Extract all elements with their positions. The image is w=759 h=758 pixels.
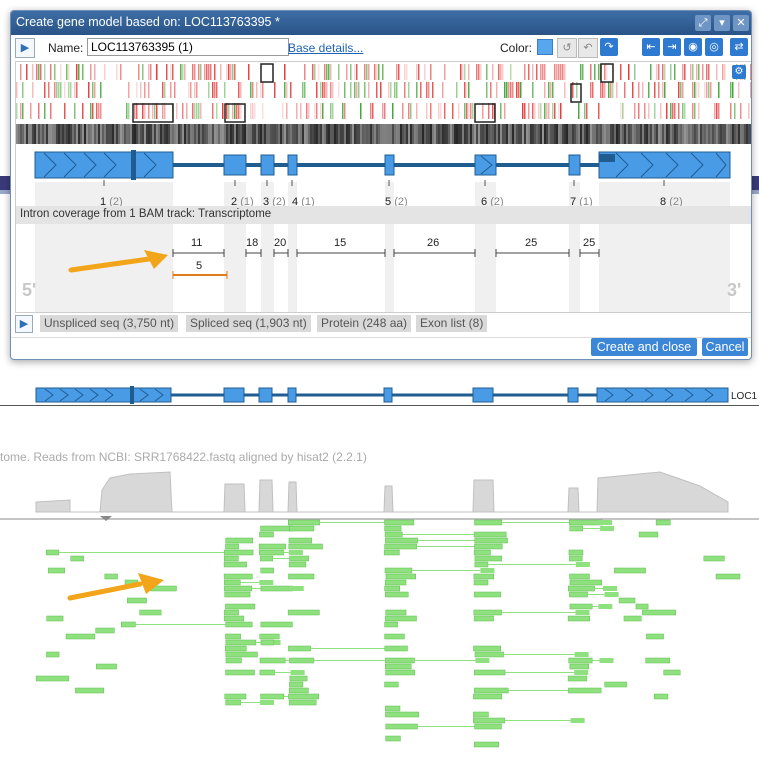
exon-label-2: 2 (1) — [231, 196, 254, 208]
dialog-title: Create gene model based on: LOC113763395… — [16, 15, 280, 29]
gear-icon[interactable]: ⚙ — [732, 65, 746, 79]
intron-track-label: Intron coverage from 1 BAM track: Transc… — [20, 208, 272, 220]
intron-count-5: 26 — [427, 237, 440, 249]
dialog-titlebar[interactable]: Create gene model based on: LOC113763395… — [11, 11, 751, 35]
cancel-button[interactable]: Cancel — [702, 338, 748, 356]
expand-icon[interactable]: ⇥ — [663, 38, 681, 56]
expand-panel-button[interactable]: ▶ — [15, 38, 35, 58]
base-details-link[interactable]: Base details... — [288, 41, 364, 55]
menu-down-icon[interactable]: ▾ — [714, 15, 730, 31]
close-icon[interactable]: ✕ — [733, 15, 749, 31]
intron-count-3: 20 — [274, 237, 287, 249]
create-and-close-button[interactable]: Create and close — [591, 338, 697, 356]
exon-label-5: 5 (2) — [385, 196, 408, 208]
variant-heatmap — [16, 63, 751, 144]
annotation-arrow-bottom — [67, 581, 143, 601]
redo-icon[interactable]: ↷ — [600, 38, 618, 56]
swap-icon[interactable]: ⇄ — [730, 38, 748, 56]
maximize-icon[interactable]: ⤢ — [695, 15, 711, 31]
exon-label-6: 6 (2) — [481, 196, 504, 208]
tab-spliced-seq[interactable]: Spliced seq (1,903 nt) — [186, 315, 311, 332]
intron-count-1: 11 — [191, 237, 203, 249]
intron-count-2: 18 — [246, 237, 259, 249]
exon-label-3: 3 (2) — [263, 196, 286, 208]
exon-1-block — [34, 151, 174, 179]
exon-label-1: 1 (2) — [100, 196, 123, 208]
eye-download-icon[interactable]: ◎ — [705, 38, 723, 56]
background-divider — [0, 405, 759, 406]
undo-all-icon[interactable]: ↺ — [557, 38, 577, 58]
intron-track-header: Intron coverage from 1 BAM track: Transc… — [16, 206, 751, 224]
sequence-tabs: ▶ Unspliced seq (3,750 nt) Spliced seq (… — [11, 315, 751, 333]
exon-8-block — [598, 151, 731, 179]
exon-4-block — [287, 154, 298, 176]
exon-7-block — [568, 154, 581, 176]
background-coverage-track — [0, 471, 759, 521]
background-reads-track — [35, 519, 741, 748]
five-prime-label: 5' — [22, 280, 37, 300]
three-prime-label: 3' — [727, 280, 742, 300]
intron-count-7: 25 — [583, 237, 596, 249]
intron-count-4: 15 — [334, 237, 347, 249]
name-input[interactable] — [87, 38, 289, 56]
tab-exon-list[interactable]: Exon list (8) — [416, 315, 488, 332]
tab-unspliced-seq[interactable]: Unspliced seq (3,750 nt) — [40, 315, 179, 332]
tab-protein[interactable]: Protein (248 aa) — [317, 315, 412, 332]
exon-label-8: 8 (2) — [660, 196, 683, 208]
name-label: Name: — [48, 41, 84, 55]
color-picker[interactable] — [537, 39, 553, 55]
exon-6-block — [474, 154, 497, 176]
exon-label-7: 7 (1) — [570, 196, 593, 208]
footer-divider — [11, 337, 751, 338]
alt-intron-count: 5 — [196, 260, 203, 272]
exon-3-block — [260, 154, 275, 176]
undo-icon[interactable]: ↶ — [578, 38, 598, 58]
tabs-expand-button[interactable]: ▶ — [15, 315, 33, 333]
intron-count-6: 25 — [525, 237, 538, 249]
background-track-label: tome. Reads from NCBI: SRR1768422.fastq … — [0, 450, 367, 464]
gene-model-viewer: 1 (2) 2 (1) 3 (2) 4 (1) 5 (2) 6 (2) 7 (1… — [15, 61, 751, 313]
background-gene-label: LOC1 — [731, 391, 758, 402]
dialog-toolbar: ▶ Name: Base details... Color: ↺ ↶ ↷ ⇤ ⇥… — [11, 35, 751, 61]
gene-model-dialog: Create gene model based on: LOC113763395… — [10, 10, 752, 360]
exon-2-block — [223, 154, 247, 176]
exon-5-block — [384, 154, 395, 176]
annotation-arrow-top — [68, 255, 159, 273]
background-gene-track: LOC1 — [35, 386, 758, 404]
color-label: Color: — [500, 41, 533, 55]
exon-label-4: 4 (1) — [292, 196, 315, 208]
eye-add-icon[interactable]: ◉ — [684, 38, 702, 56]
gene-model-svg — [16, 63, 751, 312]
collapse-icon[interactable]: ⇤ — [642, 38, 660, 56]
